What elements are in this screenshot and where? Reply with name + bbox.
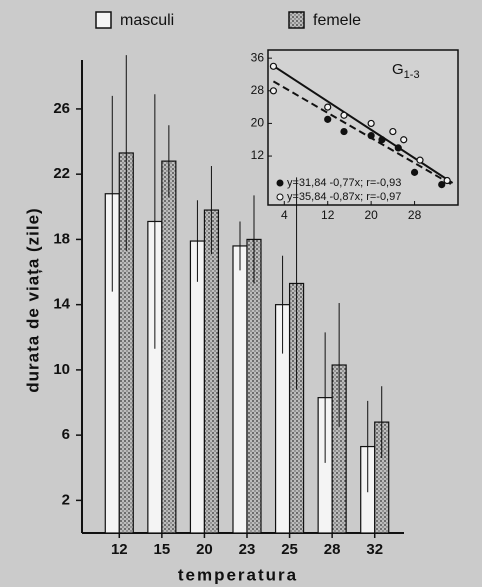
- x-tick-label: 12: [111, 541, 128, 558]
- x-tick-label: 23: [239, 541, 256, 558]
- bar: [189, 240, 206, 534]
- point: [269, 87, 278, 95]
- legend-swatch: [288, 11, 305, 29]
- y-tick-label: 36: [251, 50, 265, 64]
- legend-marker: [276, 193, 284, 201]
- x-tick-label: 12: [321, 208, 335, 222]
- x-tick-label: 28: [324, 541, 341, 558]
- point: [340, 127, 348, 136]
- point: [340, 111, 348, 119]
- y-tick-label: 18: [53, 230, 70, 247]
- bar: [232, 245, 248, 534]
- y-tick-label: 14: [53, 296, 70, 313]
- point: [367, 119, 375, 128]
- equation-label: y=31,84 -0,77x; r=-0,93: [287, 177, 401, 189]
- x-tick-label: 20: [364, 208, 378, 222]
- point: [443, 176, 451, 185]
- y-axis-title: durata de viața (zile): [23, 207, 42, 392]
- point: [438, 181, 446, 189]
- y-tick-label: 12: [251, 148, 265, 162]
- point: [324, 115, 332, 123]
- legend-swatch: [95, 11, 112, 29]
- y-tick-label: 20: [251, 116, 265, 130]
- panel-label-sub: 1-3: [404, 69, 420, 81]
- point: [400, 136, 408, 144]
- x-tick-label: 15: [154, 541, 171, 558]
- equation-label: y=35,84 -0,87x; r=-0,97: [287, 191, 401, 203]
- bar: [203, 209, 220, 534]
- x-tick-label: 20: [196, 541, 213, 558]
- inset-frame: [267, 49, 459, 206]
- x-tick-label: 28: [408, 208, 422, 222]
- y-tick-label: 2: [62, 491, 70, 508]
- legend-marker: [276, 179, 284, 187]
- y-tick-label: 6: [62, 426, 70, 443]
- bar: [161, 160, 177, 534]
- x-tick-label: 4: [281, 208, 288, 222]
- y-tick-label: 22: [53, 165, 70, 182]
- point: [324, 103, 332, 111]
- point: [416, 156, 424, 164]
- y-tick-label: 10: [53, 361, 70, 378]
- point: [367, 132, 375, 140]
- y-tick-label: 28: [251, 83, 265, 97]
- x-axis-title: temperatura: [178, 565, 298, 584]
- regression-line: [272, 80, 454, 186]
- legend-label: masculi: [120, 12, 174, 29]
- legend-label: femele: [313, 12, 361, 29]
- regression-line: [272, 65, 454, 184]
- x-tick-label: 25: [281, 541, 298, 558]
- x-tick-label: 32: [366, 541, 383, 558]
- point: [389, 127, 397, 136]
- point: [269, 62, 278, 70]
- point: [410, 168, 419, 176]
- y-tick-label: 26: [53, 100, 70, 117]
